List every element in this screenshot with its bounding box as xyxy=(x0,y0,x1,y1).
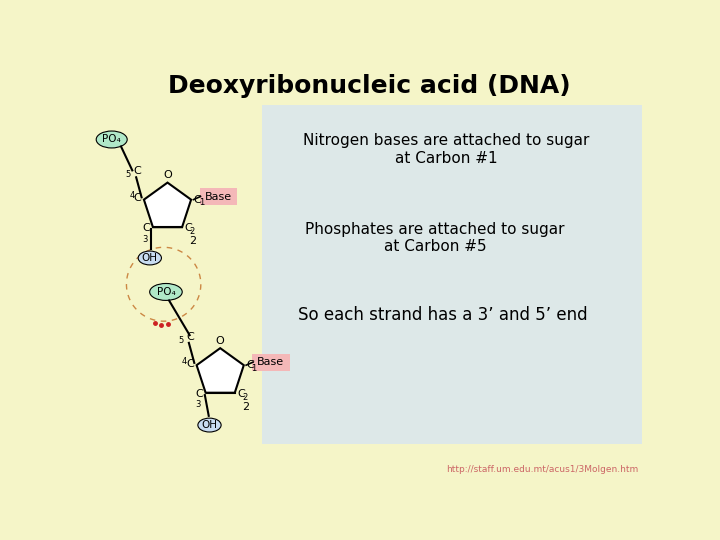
Text: C: C xyxy=(184,223,192,233)
Text: C: C xyxy=(134,166,142,176)
Text: Base: Base xyxy=(257,357,284,367)
Text: C: C xyxy=(134,193,142,203)
Text: Base: Base xyxy=(204,192,232,201)
Text: C: C xyxy=(143,223,150,233)
Ellipse shape xyxy=(198,418,221,432)
Text: C: C xyxy=(246,360,254,370)
Text: So each strand has a 3’ and 5’ end: So each strand has a 3’ and 5’ end xyxy=(298,306,588,324)
Text: O: O xyxy=(163,170,172,180)
Text: 2: 2 xyxy=(190,227,195,237)
Text: 1: 1 xyxy=(199,198,204,207)
FancyBboxPatch shape xyxy=(199,188,237,205)
Text: 4: 4 xyxy=(182,357,187,366)
Text: 2: 2 xyxy=(242,402,249,411)
Text: C: C xyxy=(186,332,194,342)
Text: Phosphates are attached to sugar
at Carbon #5: Phosphates are attached to sugar at Carb… xyxy=(305,222,564,254)
Polygon shape xyxy=(197,348,244,393)
Text: PO₄: PO₄ xyxy=(102,134,121,145)
Text: 3: 3 xyxy=(143,235,148,244)
FancyBboxPatch shape xyxy=(262,105,642,444)
Text: OH: OH xyxy=(202,420,217,430)
Text: O: O xyxy=(216,336,225,346)
Ellipse shape xyxy=(96,131,127,148)
Text: C: C xyxy=(196,388,203,399)
Text: 5: 5 xyxy=(125,171,131,179)
Text: 4: 4 xyxy=(130,191,135,200)
Ellipse shape xyxy=(150,284,182,300)
Text: http://staff.um.edu.mt/acus1/3Molgen.htm: http://staff.um.edu.mt/acus1/3Molgen.htm xyxy=(446,464,639,474)
Text: Deoxyribonucleic acid (DNA): Deoxyribonucleic acid (DNA) xyxy=(168,75,570,98)
Polygon shape xyxy=(144,183,191,227)
Text: 3: 3 xyxy=(195,401,201,409)
FancyBboxPatch shape xyxy=(252,354,289,370)
Text: PO₄: PO₄ xyxy=(156,287,176,297)
Text: C: C xyxy=(194,194,201,205)
Text: 5: 5 xyxy=(178,336,184,345)
Text: OH: OH xyxy=(142,253,158,263)
Text: 1: 1 xyxy=(251,364,257,373)
Ellipse shape xyxy=(138,251,161,265)
Text: C: C xyxy=(186,359,194,369)
Text: 2: 2 xyxy=(189,236,197,246)
Text: C: C xyxy=(237,388,245,399)
Text: Nitrogen bases are attached to sugar
at Carbon #1: Nitrogen bases are attached to sugar at … xyxy=(303,133,590,166)
Text: 2: 2 xyxy=(243,393,248,402)
